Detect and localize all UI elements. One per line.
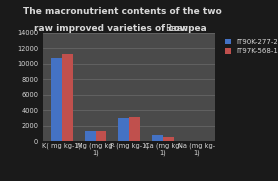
Bar <box>51 58 62 141</box>
Text: Bean: Bean <box>165 24 188 33</box>
Bar <box>163 136 174 141</box>
Bar <box>62 54 73 141</box>
Text: raw improved varieties of cowpea: raw improved varieties of cowpea <box>34 24 210 33</box>
Text: The macronutrient contents of the two: The macronutrient contents of the two <box>23 7 222 16</box>
Bar <box>96 131 106 141</box>
Bar <box>152 135 163 141</box>
Bar <box>118 118 129 141</box>
Bar <box>129 117 140 141</box>
Legend: IT90K-277-2, IT97K-568-18: IT90K-277-2, IT97K-568-18 <box>222 36 278 57</box>
Bar <box>85 131 96 141</box>
